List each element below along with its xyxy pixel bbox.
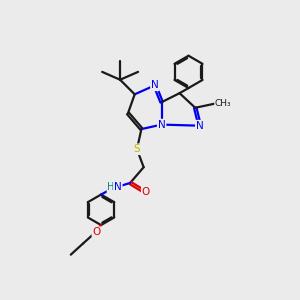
Text: CH₃: CH₃	[215, 99, 232, 108]
Text: N: N	[196, 121, 204, 131]
Text: O: O	[142, 187, 150, 197]
Text: N: N	[151, 80, 159, 90]
Text: N: N	[158, 120, 166, 130]
Text: S: S	[134, 144, 140, 154]
Text: O: O	[92, 227, 101, 237]
Text: H: H	[107, 182, 115, 192]
Text: N: N	[114, 182, 122, 192]
